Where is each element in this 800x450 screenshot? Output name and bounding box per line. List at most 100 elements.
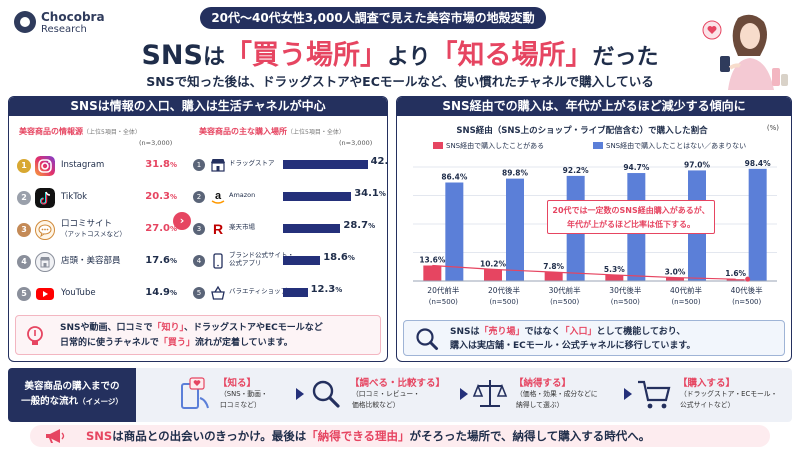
list-item: 1 Instagram 31.8% [15,150,179,182]
rank-badge: 5 [193,287,205,299]
list-item: 5 バラエティショップ 12.3% [193,278,383,310]
insight-highlight: 「買う」 [158,338,195,348]
page-title: SNSは「買う場所」より「知る場所」だった [100,33,700,72]
rank-badge: 2 [17,191,31,205]
step-description: （ドラッグストア・ECモール・ 公式サイトなど） [680,389,777,411]
logo-text: Chocobra [41,10,105,24]
place-value-unit: % [378,190,386,198]
source-value-unit: % [169,289,177,297]
place-value: 18.6% [323,252,355,263]
x-tick-label: 40代前半 [670,285,703,295]
magnifier-icon [416,328,438,350]
places-heading-sub: （上位5項目・全体） [287,129,345,136]
insight-text-part: 、ドラッグストアやECモールなど [184,323,323,333]
rank-badge: 3 [17,223,31,237]
store-icon [35,252,55,272]
chevron-right-icon [460,388,468,400]
magnifier-icon [312,380,340,408]
insight-note: SNSは「売り場」ではなく「入口」として機能しており、 購入は実店舗・ECモール… [403,320,785,356]
chart-bar [666,277,684,281]
source-value: 17.6% [145,255,177,266]
data-label: 98.4% [745,159,772,168]
data-label: 86.4% [441,173,468,182]
source-value-unit: % [169,161,177,169]
insight-text-part: ではなく [524,327,561,337]
smartphone-heart-icon [181,377,209,409]
x-tick-sublabel: (n=500) [611,298,640,306]
place-name-line: 公式アプリ [229,259,262,267]
logo-subtext: Research [41,24,87,35]
places-heading-text: 美容商品の主な購入場所 [199,127,287,136]
step-description: （SNS・動画・ 口コミなど） [220,389,268,411]
x-tick-label: 40代後半 [731,285,764,295]
data-label: 5.3% [604,265,625,274]
chart-bar [423,265,442,281]
trend-end-marker [745,276,751,282]
list-item: 1 ドラッグストア 42.3% [193,150,387,182]
insight-highlight: 「入口」 [560,327,597,337]
flow-step-know: 【知る】 （SNS・動画・ 口コミなど） [176,372,296,418]
source-value: 14.9% [145,287,177,298]
step-description-line: 価格比較など） [352,401,400,409]
source-value-number: 31.8 [145,159,170,170]
data-label: 3.0% [665,268,686,277]
chart-bar [605,274,624,281]
page-subtitle: SNSで知った後は、ドラッグストアやECモールなど、使い慣れたチャネルで購入して… [146,74,654,89]
chevron-right-icon: › [173,212,191,230]
place-value: 42.3% [371,156,387,167]
chart-bar [544,272,563,281]
logo-mark-icon [14,11,36,33]
lightbulb-icon [27,326,43,345]
scale-icon [472,380,508,407]
place-name-line: ブランド公式サイト・ [229,251,294,259]
chart-unit: (%) [766,124,779,132]
chart-bar [445,182,464,281]
sources-heading-sub: （上位5項目・全体） [83,129,141,136]
source-value-unit: % [169,225,177,233]
place-name: 楽天市場 [229,223,255,231]
sources-heading-text: 美容商品の情報源 [19,127,83,136]
title-part: は [202,45,225,70]
list-item: 4 店頭・美容部員 17.6% [15,246,179,278]
data-label: 13.6% [419,255,446,264]
conclusion-text-part: SNS [86,429,113,443]
place-value: 34.1% [354,188,386,199]
place-name: バラエティショップ [229,287,288,295]
list-item: 2 TikTok 20.3% [15,182,179,214]
x-tick-label: 30代前半 [549,285,582,295]
step-heading: 【納得する】 [514,378,572,389]
conclusion-text-part: がそろった場所で、納得して購入する時代へ。 [409,429,651,443]
step-description: （価格・効果・成分などに 納得して選ぶ） [516,389,598,411]
info-source-list: 1 Instagram 31.8% 2 TikTok 20.3% 3 口コミサイ… [15,150,179,310]
rakuten-icon: R [213,221,223,237]
survey-banner: 20代〜40代女性3,000人調査で見えた美容市場の地殻変動 [200,7,546,29]
source-name-line: （アットコスメなど） [61,230,126,238]
x-tick-sublabel: (n=500) [429,298,458,306]
age-group-bar-chart: 13.6% 86.4% 20代前半 (n=500) 10.2% 89.8% 20代後半 (n=… [413,159,777,306]
places-sample-size: (n=3,000) [339,139,373,147]
place-bar [283,224,341,233]
insight-text-part: SNSや動画、口コミで [60,323,153,333]
brand-logo: Chocobra Research [14,8,134,38]
drugstore-icon [211,159,225,172]
chart-bar [506,178,524,281]
source-name: 口コミサイト （アットコスメなど） [61,219,126,239]
source-value-unit: % [169,257,177,265]
data-label: 94.7% [623,163,650,172]
place-value-number: 18.6 [323,252,348,263]
place-value-number: 12.3 [310,284,336,295]
flow-label-sub: （イメージ） [78,397,123,406]
woman-with-phone-illustration [702,14,788,90]
place-name: ドラッグストア [229,159,275,167]
source-value-number: 27.0 [145,223,170,234]
place-value-number: 34.1 [354,188,379,199]
flow-step-compare: 【調べる・比較する】 （口コミ・レビュー・ 価格比較など） [308,372,458,418]
step-description-line: （価格・効果・成分などに [516,390,598,398]
shopping-basket-icon [211,285,225,300]
step-heading: 【購入する】 [678,378,736,389]
rank-badge: 2 [193,191,205,203]
sources-heading: 美容商品の情報源（上位5項目・全体） [19,126,141,137]
flow-label: 美容商品の購入までの 一般的な流れ（イメージ） [8,368,136,422]
rank-badge: 1 [17,159,31,173]
flow-label-line: 一般的な流れ [21,396,79,407]
